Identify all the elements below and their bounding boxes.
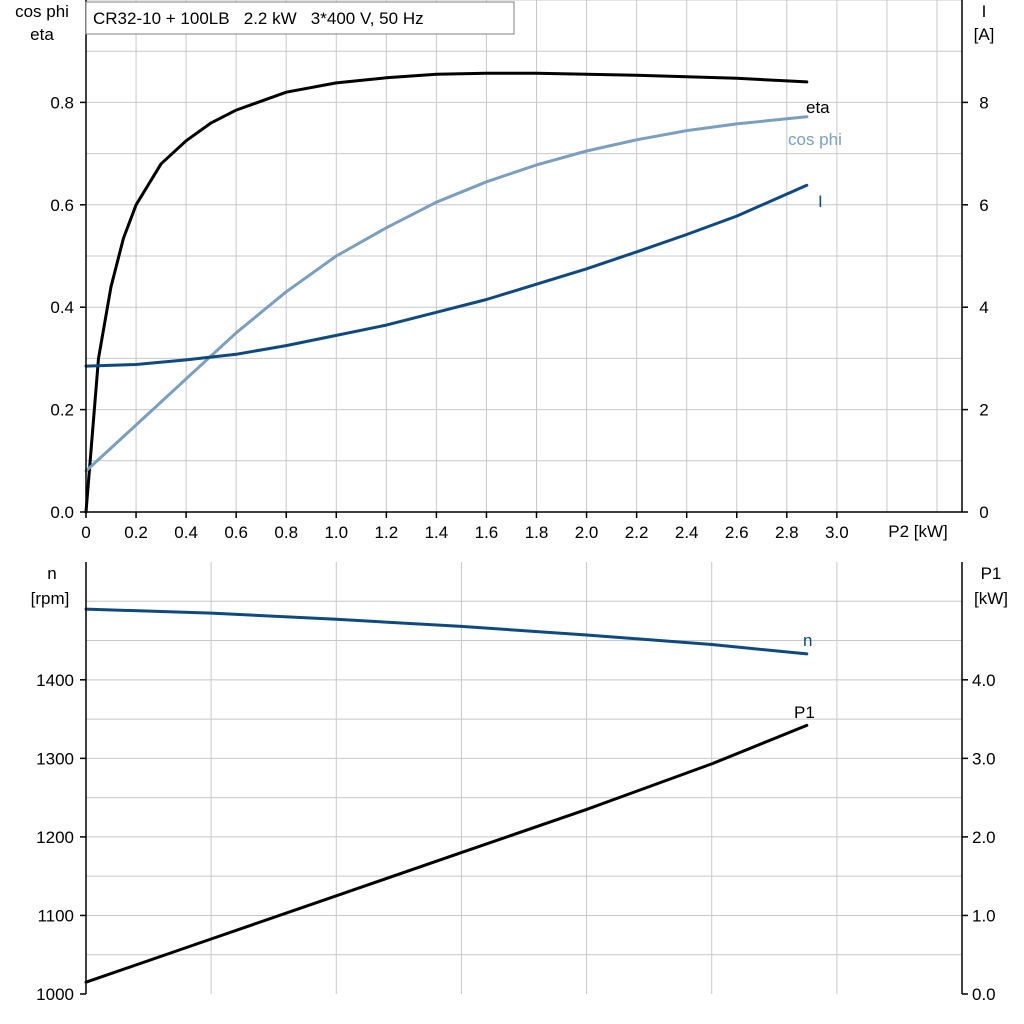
left-tick-label: 0.4 [50,298,74,317]
left-axis-label-eta: eta [30,25,54,44]
right-axis-label-current: I [982,2,987,21]
x-tick-label: 2.6 [725,523,749,542]
series-label-p1: P1 [794,703,815,722]
x-tick-label: 1.8 [525,523,549,542]
bottom-right-tick-label: 0.0 [972,985,996,1004]
top-panel-curves [84,71,809,514]
speed-curve [84,607,809,656]
x-tick-label: 0.6 [224,523,248,542]
chart-title-box [85,1,515,35]
right-tick-label: 0 [979,503,988,522]
left-axis-unit-speed: [rpm] [31,589,70,608]
left-axis-label-speed: n [47,564,56,583]
chart-title: CR32-10 + 100LB 2.2 kW 3*400 V, 50 Hz [93,9,424,28]
x-tick-label: 2.4 [675,523,699,542]
bottom-panel-grid [86,562,962,994]
right-axis-unit-current: [A] [974,25,995,44]
top-panel-grid [86,0,962,512]
x-tick-label: 0.4 [174,523,198,542]
current-curve [84,183,809,368]
x-tick-label: 0.2 [124,523,148,542]
right-tick-label: 4 [979,298,988,317]
series-label-current: I [818,192,823,211]
x-tick-label: 3.0 [825,523,849,542]
bottom-panel-curves [84,607,809,984]
x-tick-label: 0.8 [274,523,298,542]
bottom-right-tick-label: 3.0 [972,749,996,768]
left-tick-label: 0.6 [50,196,74,215]
x-axis-label: P2 [kW] [888,522,948,541]
bottom-panel-axes [80,562,968,995]
top-panel-axes [80,0,968,518]
bottom-right-tick-label: 2.0 [972,828,996,847]
left-tick-label: 0.8 [50,93,74,112]
bottom-right-tick-label: 4.0 [972,671,996,690]
right-axis-unit-p1: [kW] [974,589,1008,608]
eta-curve [84,71,809,514]
left-tick-label: 0.2 [50,401,74,420]
x-tick-label: 1.4 [425,523,449,542]
x-tick-label: 0 [81,523,90,542]
x-tick-label: 2.2 [625,523,649,542]
bottom-left-tick-label: 1100 [37,906,74,925]
x-tick-label: 2.0 [575,523,599,542]
bottom-left-tick-label: 1300 [36,749,74,768]
left-tick-label: 0.0 [50,503,74,522]
series-label-cos-phi: cos phi [788,130,842,149]
top-panel-tick-labels: 0 0.2 0.4 0.6 0.8 1.0 1.2 1.4 1.6 1.8 2.0 2.2 2.4 2.6… [50,93,988,542]
cos-phi-curve [84,115,809,473]
right-axis-label-p1: P1 [981,564,1002,583]
bottom-left-tick-label: 1000 [36,985,74,1004]
series-label-speed: n [803,631,812,650]
series-label-eta: eta [806,98,830,117]
x-tick-label: 2.8 [775,523,799,542]
right-tick-label: 2 [979,401,988,420]
left-axis-label-cos-phi: cos phi [15,2,69,21]
bottom-right-tick-label: 1.0 [972,906,996,925]
bottom-panel-tick-labels: 1000 1100 1200 1300 1400 0.0 1.0 2.0 3.0 4.0 [36,671,995,1004]
p1-curve [84,723,809,984]
right-tick-label: 6 [979,196,988,215]
right-tick-label: 8 [979,93,988,112]
bottom-left-tick-label: 1200 [36,828,74,847]
x-tick-label: 1.2 [375,523,399,542]
x-tick-label: 1.0 [324,523,348,542]
x-tick-label: 1.6 [475,523,499,542]
bottom-left-tick-label: 1400 [36,671,74,690]
